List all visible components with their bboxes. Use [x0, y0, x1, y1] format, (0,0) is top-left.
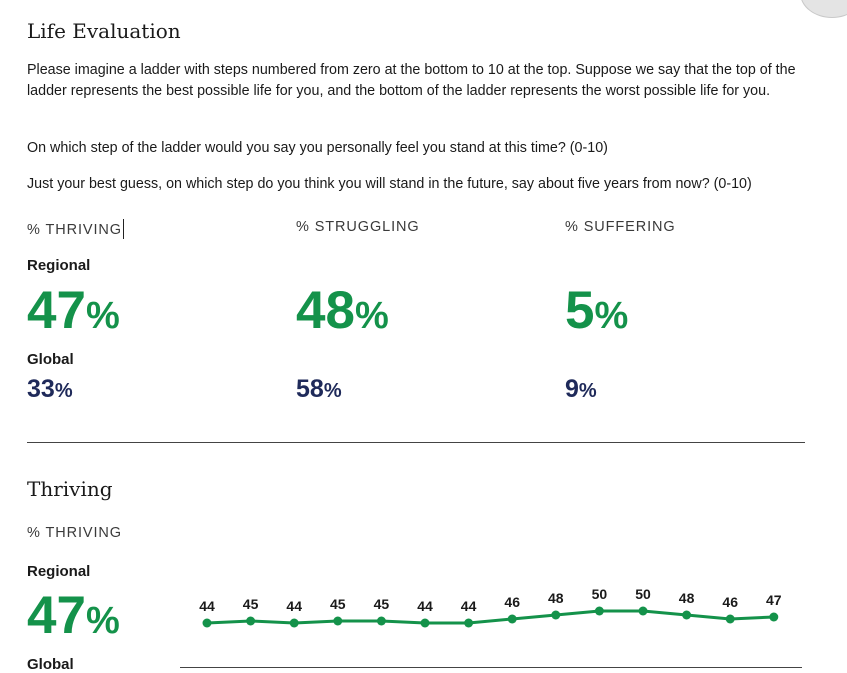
chart-baseline — [180, 667, 802, 668]
data-label: 47 — [766, 592, 782, 608]
data-point[interactable] — [682, 610, 692, 620]
data-label: 44 — [199, 598, 215, 614]
data-point[interactable] — [376, 616, 386, 626]
data-label: 50 — [635, 586, 651, 602]
global-suffering-value: 9% — [565, 375, 597, 403]
data-label: 48 — [548, 590, 564, 606]
regional-thriving-value: 47% — [27, 281, 120, 340]
thriving-regional-label: Regional — [27, 563, 91, 580]
data-label: 50 — [592, 586, 608, 602]
thriving-metric-label: % THRIVING — [27, 525, 122, 541]
data-point[interactable] — [594, 606, 604, 616]
data-point[interactable] — [289, 618, 299, 628]
metric-label-thriving: % THRIVING — [27, 219, 124, 239]
thriving-trend-chart: 44 45 44 45 45 44 44 46 48 50 50 48 46 47 — [199, 586, 782, 628]
data-point[interactable] — [769, 612, 779, 622]
future-step-question: Just your best guess, on which step do y… — [27, 176, 752, 192]
data-point[interactable] — [464, 618, 474, 628]
thriving-global-label: Global — [27, 656, 74, 673]
ladder-question-paragraph: Please imagine a ladder with steps numbe… — [27, 62, 796, 99]
series-line — [206, 609, 774, 625]
current-step-question: On which step of the ladder would you sa… — [27, 140, 608, 156]
data-label: 46 — [504, 594, 520, 610]
regional-struggling-value: 48% — [296, 281, 389, 340]
data-label: 44 — [461, 598, 477, 614]
data-point[interactable] — [246, 616, 256, 626]
life-evaluation-title: Life Evaluation — [27, 19, 181, 43]
section-divider — [27, 442, 805, 443]
data-label: 44 — [286, 598, 302, 614]
global-label: Global — [27, 351, 74, 368]
data-point[interactable] — [638, 606, 648, 616]
global-thriving-value: 33% — [27, 375, 73, 403]
data-point[interactable] — [420, 618, 430, 628]
data-point[interactable] — [725, 614, 735, 624]
regional-label: Regional — [27, 257, 91, 274]
data-label: 45 — [374, 596, 390, 612]
data-point[interactable] — [333, 616, 343, 626]
regional-suffering-value: 5% — [565, 281, 629, 340]
text-cursor — [122, 219, 124, 239]
data-label: 48 — [679, 590, 695, 606]
corner-widget[interactable] — [800, 0, 847, 18]
data-point[interactable] — [507, 614, 517, 624]
data-label: 44 — [417, 598, 433, 614]
data-label: 45 — [243, 596, 259, 612]
global-struggling-value: 58% — [296, 375, 342, 403]
thriving-title: Thriving — [27, 477, 113, 501]
metric-label-struggling: % STRUGGLING — [296, 219, 420, 235]
thriving-regional-value: 47% — [27, 586, 120, 645]
data-point[interactable] — [202, 618, 212, 628]
metric-label-suffering: % SUFFERING — [565, 219, 676, 235]
data-label: 45 — [330, 596, 346, 612]
data-point[interactable] — [551, 610, 561, 620]
data-label: 46 — [722, 594, 738, 610]
